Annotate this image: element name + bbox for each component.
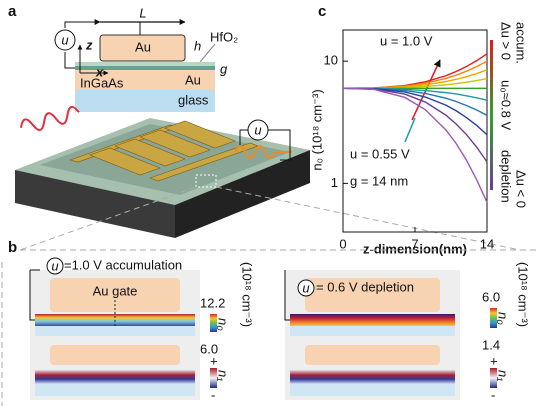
unit: (10¹⁸ cm⁻³) [240,262,255,327]
colorbar [210,314,217,332]
side-label: Δu < 0 [514,170,529,208]
au-gate [305,345,440,365]
plot-frame [342,29,488,233]
au-gate [50,345,180,365]
layer-label: Au [135,39,151,54]
glass [35,326,195,336]
au-gate [50,278,180,312]
light-wave [20,106,80,131]
glass [290,384,455,396]
annotation: u = 1.0 V [380,33,433,48]
electrodes [68,120,259,182]
dim-label: h [194,38,201,53]
au-gate [99,34,186,62]
colorbar-max: 6.0 [200,341,218,356]
side-label: accum. [514,22,529,64]
y-axis-label: n₀ (10¹⁸ cm⁻³) [309,89,324,170]
frame [1,249,536,406]
y-tick-label: 10 [324,53,338,68]
source-label: u [254,122,261,137]
x-axis-label: z-dimension(nm) [363,241,467,256]
trend-bar [490,40,493,190]
field-map [35,370,195,384]
chip-side [15,170,175,238]
wire [284,270,290,321]
field-map [290,370,455,384]
glass [35,384,195,396]
colorbar-min: 1.4 [482,337,500,352]
colorbar [210,368,217,388]
y-tick-label: 1 [331,175,338,190]
colorbar-sign: + [490,353,498,368]
panel-b: b Au gate u =1.0 V accumulation 12.2 n₀ … [1,239,536,406]
axis-label: x [95,64,104,79]
panel-label: b [8,239,17,256]
source-label: u [302,280,309,295]
panel-c: c n₀ (10¹⁸ cm⁻³) z-dimension(nm) u = 1.0… [309,3,528,256]
voltage-source [297,279,315,297]
curve [342,87,488,203]
glass [290,326,455,336]
layer-label: HfO₂ [210,29,238,44]
annotation: g = 14 nm [350,173,408,188]
wire [29,269,40,321]
side-label: Δu > 0 [499,22,514,60]
field-map [290,314,455,326]
subpanel-title: = 0.6 V depletion [316,279,414,294]
source-label: u [61,32,68,47]
curve [342,87,488,117]
x-tick-label: 14 [480,236,494,251]
voltage-source [46,257,64,275]
dim-label: g [220,61,228,76]
pointer [199,43,216,63]
side-label: u₀≈0.8 V [499,80,514,130]
light-wave [234,145,276,159]
colorbar-label: n₀ [216,318,231,331]
colorbar [490,308,497,328]
arrow [404,117,416,143]
panel-label: c [318,3,326,20]
colorbar-sign: + [210,353,218,368]
zoom-box [195,174,217,188]
colorbar-label: n₁ [496,370,511,381]
chip-side [175,150,310,238]
colorbar-max: 12.2 [200,295,225,310]
side-label: depletion [499,150,514,203]
curve [342,69,488,89]
glass-layer [75,90,215,112]
unit: (10¹⁸ cm⁻³) [516,262,531,327]
wire [239,129,291,161]
x-tick-label: 0 [339,236,346,251]
colorbar-sign: - [491,387,495,402]
panel-label: a [8,3,17,20]
layer-label: glass [178,92,209,107]
zoom-line [19,186,521,251]
wire [64,21,141,69]
colorbar-sign: - [211,387,215,402]
curve [342,87,488,163]
voltage-source [247,119,269,141]
layer-label: Au [185,72,201,87]
voltage-source [54,29,76,51]
layer-label: InGaAs [80,75,124,90]
gate-label: Au gate [93,283,138,298]
source-label: u [51,258,58,273]
annotation: u = 0.55 V [350,146,410,161]
ingaas-layer [75,66,215,70]
x-tick-label: 7 [411,236,418,251]
colorbar [490,368,497,388]
panel-a: a L Au h HfO₂ g Au glass InGaAs u z x u [8,3,521,251]
dim-label: L [139,5,146,20]
au-gate [305,278,440,312]
colorbar-label: n₀ [496,312,511,325]
au-layer [75,70,215,90]
subpanel-title: =1.0 V accumulation [64,257,182,272]
hfo2-layer [75,62,215,66]
curve [342,87,488,136]
curve [342,60,488,89]
colorbar-max: 6.0 [482,289,500,304]
colorbar-label: n₁ [216,370,231,381]
axis-label: z [85,37,93,52]
